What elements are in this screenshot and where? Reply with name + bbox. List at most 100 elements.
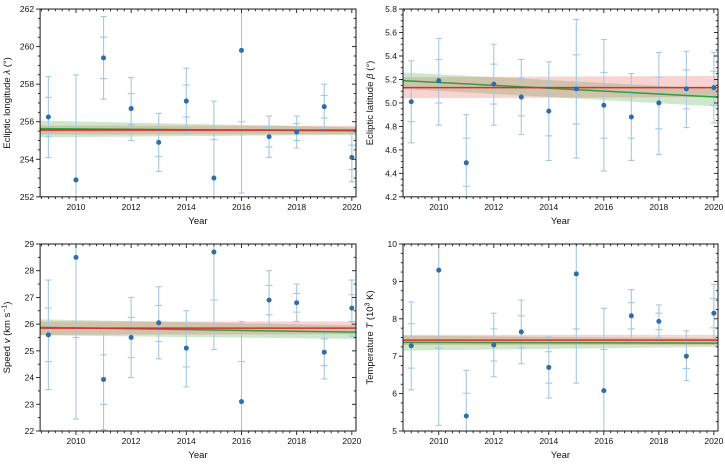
- y-axis-label: Speed v (km s−1): [2, 302, 14, 374]
- x-tick-label: 2014: [177, 202, 196, 212]
- panel-ecliptic-latitude: 2010 2012 2014 2016 2018 2020 4.2 4.4 4.6 4.8 5.0 5…: [363, 0, 725, 235]
- fit-lines: [40, 326, 356, 333]
- chart-ecliptic-longitude: 2010 2012 2014 2016 2018 2020 252 254 256 258 260 2…: [0, 0, 363, 235]
- y-tick-label: 10: [388, 239, 398, 249]
- y-tick-label: 258: [20, 79, 34, 89]
- data-point: [183, 98, 189, 104]
- data-point: [656, 100, 662, 106]
- data-points: [45, 47, 355, 183]
- x-axis-label: Year: [188, 450, 207, 461]
- x-tick-label: 2020: [342, 436, 361, 446]
- x-tick-label: 2010: [429, 436, 448, 446]
- x-axis-label: Year: [551, 216, 571, 227]
- x-tick-label: 2016: [594, 436, 613, 446]
- error-bars: [407, 244, 718, 431]
- data-points: [408, 78, 717, 166]
- data-point: [156, 320, 162, 326]
- x-tick-label: 2018: [287, 436, 306, 446]
- x-tick-label: 2018: [649, 436, 668, 446]
- data-point: [518, 94, 524, 100]
- data-point: [601, 102, 607, 108]
- data-point: [156, 139, 162, 145]
- x-axis-label: Year: [551, 450, 570, 461]
- y-tick-label: 4.6: [385, 145, 397, 155]
- panel-background: [0, 235, 363, 469]
- y-tick-label: 29: [25, 239, 35, 249]
- y-tick-label: 25: [25, 346, 35, 356]
- chart-speed: 2010 2012 2014 2016 2018 2020 22 23 24 25 26 27 28 29…: [0, 235, 363, 469]
- data-point: [573, 86, 579, 92]
- data-point: [211, 175, 217, 181]
- data-point: [294, 129, 300, 135]
- data-point: [628, 114, 634, 120]
- x-tick-label: 2020: [342, 202, 361, 212]
- fit-lines: [403, 79, 718, 98]
- y-tick-label: 4.4: [385, 168, 397, 178]
- data-point: [463, 160, 469, 166]
- panel-background: [363, 0, 725, 235]
- x-tick-label: 2012: [484, 436, 503, 446]
- data-point: [211, 249, 217, 255]
- tick-labels: 2010 2012 2014 2016 2018 2020 4.2 4.4 4.6 4.8 5.0 5…: [385, 4, 723, 212]
- y-tick-label: 262: [20, 4, 34, 14]
- chart-ecliptic-latitude: 2010 2012 2014 2016 2018 2020 4.2 4.4 4.6 4.8 5.0 5…: [363, 0, 725, 235]
- tick-marks: [36, 8, 356, 201]
- panel-background: [0, 0, 363, 235]
- data-point: [266, 134, 272, 140]
- y-tick-label: 5.4: [385, 51, 397, 61]
- panel-ecliptic-longitude: 2010 2012 2014 2016 2018 2020 252 254 256 258 260 2…: [0, 0, 363, 235]
- y-tick-label: 5: [392, 426, 397, 436]
- tick-labels: 2010 2012 2014 2016 2018 2020 252 254 256 258 260 2…: [20, 4, 362, 212]
- data-point: [656, 318, 662, 324]
- data-point: [408, 99, 414, 105]
- y-axis-label: Temperature T (103 K): [365, 290, 377, 384]
- y-tick-label: 27: [25, 292, 35, 302]
- y-axis-label: Ecliptic latitude β (°): [365, 61, 376, 146]
- data-point: [349, 305, 355, 311]
- y-tick-label: 24: [25, 373, 35, 383]
- x-tick-label: 2014: [539, 202, 558, 212]
- x-tick-label: 2010: [66, 436, 85, 446]
- data-point: [294, 300, 300, 306]
- x-tick-label: 2016: [232, 202, 251, 212]
- data-point: [436, 78, 442, 84]
- x-tick-label: 2020: [704, 202, 723, 212]
- data-point: [408, 343, 414, 349]
- data-point: [73, 177, 79, 183]
- data-point: [45, 114, 51, 120]
- y-tick-label: 254: [20, 154, 34, 164]
- data-point: [683, 86, 689, 92]
- data-points: [45, 249, 355, 405]
- x-tick-label: 2012: [122, 202, 141, 212]
- data-point: [463, 413, 469, 419]
- x-tick-label: 2016: [232, 436, 251, 446]
- data-point: [321, 104, 327, 110]
- data-point: [546, 364, 552, 370]
- y-tick-label: 4.8: [385, 121, 397, 131]
- data-point: [546, 108, 552, 114]
- fit-lines: [40, 127, 356, 132]
- panel-speed: 2010 2012 2014 2016 2018 2020 22 23 24 25 26 27 28 29…: [0, 235, 363, 469]
- x-tick-label: 2020: [704, 436, 723, 446]
- data-point: [238, 399, 245, 405]
- y-tick-label: 4.2: [385, 192, 397, 202]
- x-tick-label: 2010: [67, 202, 86, 212]
- y-tick-label: 23: [25, 399, 35, 409]
- y-tick-label: 5.6: [385, 28, 397, 38]
- data-point: [128, 106, 134, 112]
- x-tick-label: 2018: [649, 202, 668, 212]
- data-point: [238, 47, 245, 53]
- data-point: [518, 329, 524, 335]
- tick-marks: [399, 243, 718, 435]
- data-point: [321, 349, 327, 355]
- tick-marks: [36, 243, 356, 435]
- data-point: [436, 267, 442, 273]
- y-tick-label: 7: [392, 351, 397, 361]
- y-tick-label: 22: [25, 426, 35, 436]
- data-point: [128, 335, 134, 340]
- panel-background: [363, 235, 725, 469]
- y-tick-label: 252: [20, 192, 34, 202]
- y-tick-label: 256: [20, 117, 34, 127]
- x-tick-label: 2012: [122, 436, 141, 446]
